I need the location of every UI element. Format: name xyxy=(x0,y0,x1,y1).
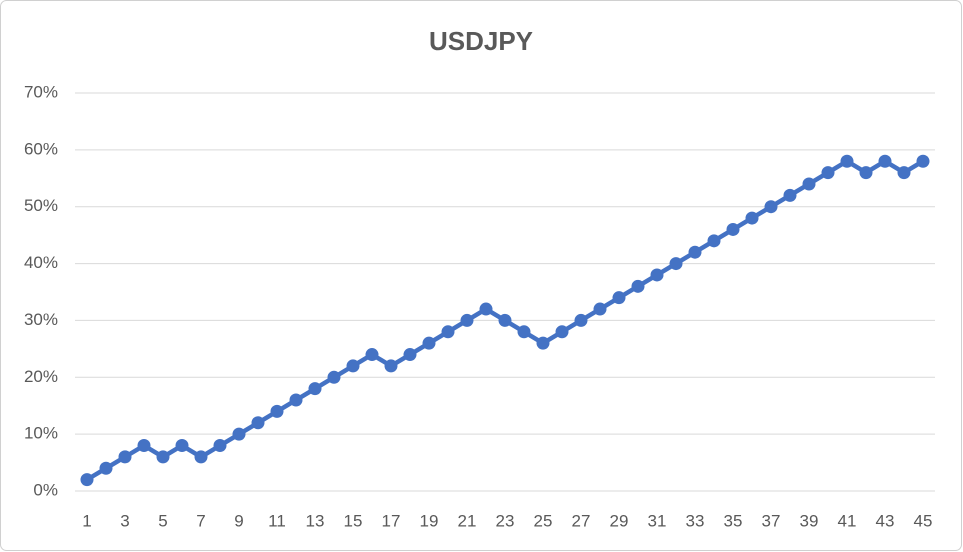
x-tick-label: 33 xyxy=(686,511,705,530)
data-point xyxy=(517,325,531,339)
data-point xyxy=(346,359,360,373)
chart-title: USDJPY xyxy=(429,26,533,56)
data-point xyxy=(118,450,132,464)
data-point xyxy=(365,348,379,362)
data-point xyxy=(498,313,512,327)
data-point xyxy=(574,313,588,327)
data-point xyxy=(422,336,436,350)
data-point xyxy=(783,188,797,202)
x-tick-label: 17 xyxy=(382,511,401,530)
x-tick-label: 27 xyxy=(572,511,591,530)
x-tick-label: 9 xyxy=(234,511,243,530)
data-point xyxy=(137,439,151,453)
x-tick-label: 11 xyxy=(268,511,286,530)
data-point xyxy=(441,325,455,339)
data-point xyxy=(840,154,854,168)
data-point xyxy=(897,166,911,180)
data-point xyxy=(308,382,322,396)
data-point xyxy=(764,200,778,214)
x-tick-label: 29 xyxy=(610,511,629,530)
data-point xyxy=(384,359,398,373)
data-point xyxy=(707,234,721,248)
data-point xyxy=(612,291,626,305)
data-point xyxy=(232,427,246,441)
data-point xyxy=(479,302,493,316)
data-point xyxy=(80,473,94,487)
data-point xyxy=(745,211,759,225)
data-point xyxy=(270,404,284,418)
data-point xyxy=(650,268,664,282)
x-tick-label: 25 xyxy=(534,511,553,530)
data-point xyxy=(726,222,740,236)
data-point xyxy=(460,313,474,327)
y-tick-label: 40% xyxy=(24,253,58,272)
x-tick-label: 5 xyxy=(158,511,167,530)
data-point xyxy=(631,279,645,293)
data-point xyxy=(536,336,550,350)
x-tick-label: 19 xyxy=(420,511,439,530)
data-point xyxy=(555,325,569,339)
x-tick-label: 37 xyxy=(762,511,781,530)
x-tick-label: 13 xyxy=(306,511,325,530)
x-tick-label: 43 xyxy=(876,511,895,530)
x-tick-label: 35 xyxy=(724,511,743,530)
y-tick-label: 20% xyxy=(24,367,58,386)
data-point xyxy=(821,166,835,180)
data-point xyxy=(878,154,892,168)
data-point xyxy=(859,166,873,180)
data-point xyxy=(403,348,417,362)
data-point xyxy=(327,370,341,384)
data-point xyxy=(99,461,113,475)
data-point xyxy=(289,393,303,407)
data-point xyxy=(156,450,170,464)
data-point xyxy=(251,416,265,430)
x-tick-label: 31 xyxy=(648,511,667,530)
x-tick-label: 15 xyxy=(344,511,363,530)
y-tick-label: 10% xyxy=(24,424,58,443)
y-tick-label: 0% xyxy=(33,480,58,499)
x-tick-label: 21 xyxy=(458,511,477,530)
data-point xyxy=(194,450,208,464)
x-tick-label: 7 xyxy=(196,511,205,530)
data-point xyxy=(916,154,930,168)
y-tick-label: 60% xyxy=(24,139,58,158)
x-tick-label: 3 xyxy=(120,511,129,530)
data-point xyxy=(175,439,189,453)
y-tick-label: 70% xyxy=(24,82,58,101)
data-point xyxy=(669,257,683,271)
data-point xyxy=(802,177,816,191)
data-point xyxy=(688,245,702,259)
y-tick-label: 50% xyxy=(24,196,58,215)
y-tick-label: 30% xyxy=(24,310,58,329)
x-tick-label: 45 xyxy=(914,511,933,530)
x-tick-label: 41 xyxy=(838,511,857,530)
x-tick-label: 1 xyxy=(82,511,91,530)
data-point xyxy=(593,302,607,316)
x-tick-label: 23 xyxy=(496,511,515,530)
x-tick-label: 39 xyxy=(800,511,819,530)
data-point xyxy=(213,439,227,453)
